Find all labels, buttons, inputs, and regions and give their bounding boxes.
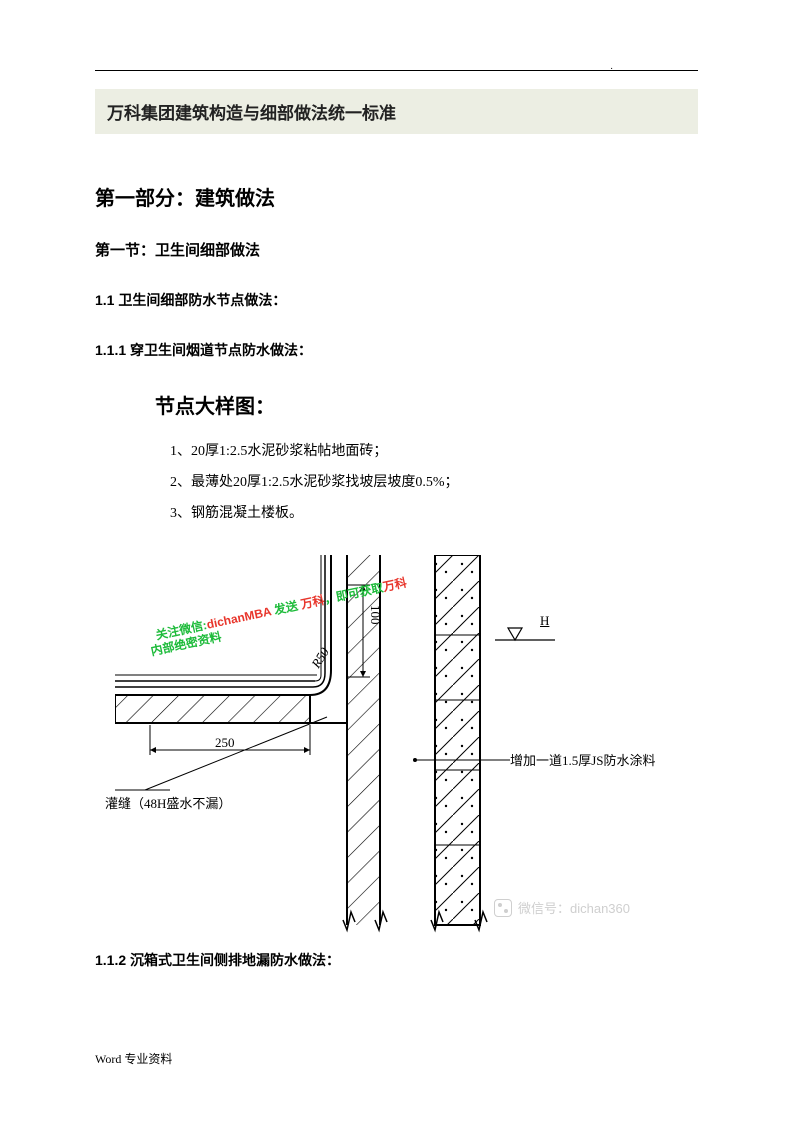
subsection-1-1: 1.1 卫生间细部防水节点做法： — [95, 290, 698, 310]
part-title: 第一部分：建筑做法 — [95, 182, 698, 211]
diagram-title: 节点大样图： — [155, 390, 675, 419]
legend-item-1: 1、20厚1:2.5水泥砂浆粘帖地面砖； — [170, 437, 675, 468]
legend-item-2: 2、最薄处20厚1:2.5水泥砂浆找坡层坡度0.5%； — [170, 468, 675, 499]
diagram-legend-list: 1、20厚1:2.5水泥砂浆粘帖地面砖； 2、最薄处20厚1:2.5水泥砂浆找坡… — [170, 437, 675, 529]
diagram-container: 节点大样图： 1、20厚1:2.5水泥砂浆粘帖地面砖； 2、最薄处20厚1:2.… — [115, 390, 675, 930]
watermark-bottom: 微信号：dichan360 — [494, 898, 630, 917]
subsection-1-1-1: 1.1.1 穿卫生间烟道节点防水做法： — [95, 340, 698, 360]
wechat-icon — [494, 899, 512, 917]
legend-item-3: 3、钢筋混凝土楼板。 — [170, 499, 675, 530]
watermark-bottom-text: 微信号：dichan360 — [518, 898, 630, 917]
document-title-banner: 万科集团建筑构造与细部做法统一标准 — [95, 89, 698, 134]
construction-detail-svg: 250 100 R50 H 灌缝（48H盛水不漏） 增加一道1.5厚JS防水涂料… — [115, 555, 675, 935]
dim-100-label: 100 — [367, 605, 383, 625]
dim-h-label: H — [540, 613, 549, 629]
dim-250-label: 250 — [215, 735, 235, 751]
js-note-label: 增加一道1.5厚JS防水涂料 — [510, 750, 656, 769]
subsection-1-1-2: 1.1.2 沉箱式卫生间侧排地漏防水做法： — [95, 950, 698, 970]
header-rule: . — [95, 70, 698, 71]
section-title: 第一节：卫生间细部做法 — [95, 239, 698, 260]
grout-label: 灌缝（48H盛水不漏） — [105, 793, 231, 812]
page-footer: Word 专业资料 — [95, 1050, 172, 1067]
